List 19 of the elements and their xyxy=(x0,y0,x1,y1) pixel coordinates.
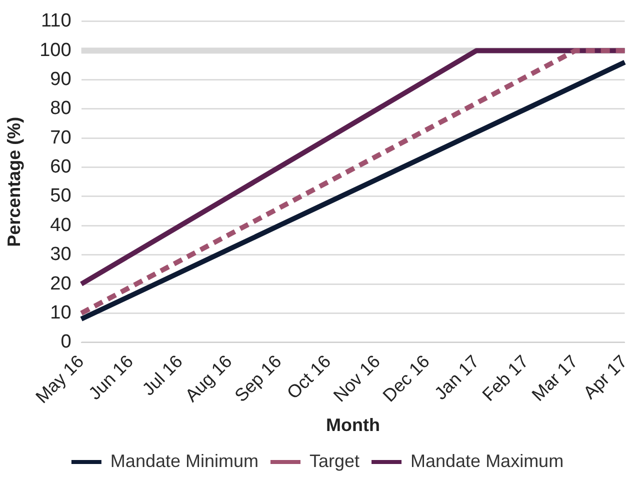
y-tick-label: 100 xyxy=(40,40,72,61)
x-tick-label: Apr 17 xyxy=(579,351,632,403)
y-axis-title: Percentage (%) xyxy=(4,116,24,247)
y-tick-label: 0 xyxy=(60,332,72,353)
y-tick-label: 90 xyxy=(50,68,72,90)
y-tick-label: 80 xyxy=(50,98,72,120)
y-tick-label: 110 xyxy=(41,10,72,32)
y-tick-label: 30 xyxy=(50,244,72,266)
x-axis-title: Month xyxy=(326,415,380,436)
y-tick-label: 70 xyxy=(50,127,72,148)
legend-label: Mandate Minimum xyxy=(110,450,258,471)
legend-label: Target xyxy=(309,450,360,471)
x-tick-label: Dec 16 xyxy=(378,351,434,406)
y-tick-label: 20 xyxy=(50,273,72,294)
legend-label: Mandate Maximum xyxy=(410,450,564,471)
y-tick-label: 50 xyxy=(50,186,72,207)
y-tick-label: 40 xyxy=(50,214,72,236)
y-tick-label: 10 xyxy=(50,302,72,324)
y-tick-label: 60 xyxy=(50,156,72,178)
